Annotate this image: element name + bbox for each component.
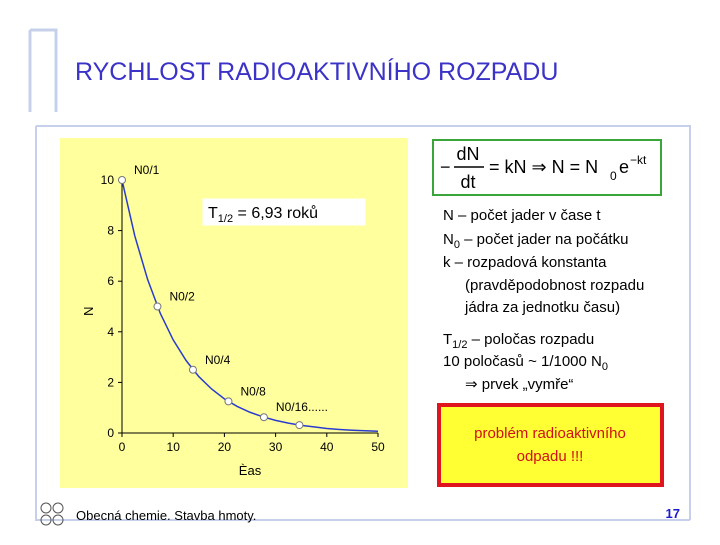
text-block: N – počet jader v čase tN0 – počet jader… (443, 207, 644, 393)
marker (153, 302, 162, 311)
y-tick-label: 4 (107, 325, 114, 339)
text-part: (pravděpodobnost rozpadu (465, 277, 644, 294)
text-part: k – rozpadová konstanta (443, 254, 607, 271)
chart: 0 2 4 6 8 10 0 10 20 30 40 50 Èas N N0/1 N0/2 N0/4 N0/8 N0… (81, 163, 385, 478)
y-tick-label: 10 (101, 173, 115, 187)
logo (40, 502, 64, 526)
formula-mid: = kN ⇒ N = N (489, 157, 598, 177)
annotation: T1/2 = 6,93 roků (208, 204, 318, 225)
callout-text: odpadu !!! (517, 448, 584, 465)
y-tick-label: 2 (107, 375, 114, 389)
x-axis-label: Èas (239, 463, 262, 478)
text-line: k – rozpadová konstanta (443, 254, 607, 271)
text-line: jádra za jednotku času) (464, 299, 620, 316)
point-label: N0/2 (169, 290, 195, 304)
point-label: N0/16...... (276, 400, 328, 414)
footer: Obecná chemie. Stavba hmoty. (76, 508, 256, 523)
subscript: 1/2 (452, 339, 467, 351)
text-part: – počet jader na počátku (460, 231, 628, 248)
y-tick-label: 8 (107, 224, 114, 238)
annotation-text: = 6,93 roků (233, 204, 318, 222)
page-number: 17 (666, 506, 680, 521)
marker (259, 413, 268, 422)
point-label: N0/8 (240, 384, 266, 398)
slide-title: RYCHLOST RADIOAKTIVNÍHO ROZPADU (75, 57, 558, 86)
formula-exp: −kt (630, 153, 647, 167)
content-frame (35, 125, 691, 521)
curve (121, 179, 379, 432)
callout-text: problém radioaktivního (474, 425, 626, 442)
text-part: T (443, 331, 452, 348)
annotation-box (201, 197, 367, 227)
text-part: jádra za jednotku času) (464, 299, 620, 316)
point-label: N0/4 (205, 353, 231, 367)
x-tick-label: 20 (218, 440, 232, 454)
marker (118, 176, 126, 184)
marker (188, 365, 197, 374)
formula-num: dN (456, 144, 479, 164)
text-line: ⇒ prvek „vymře“ (465, 376, 573, 393)
subscript: 0 (454, 239, 460, 251)
point-label: N0/1 (134, 163, 160, 177)
x-tick-label: 10 (167, 440, 181, 454)
annotation-base: T (208, 205, 218, 222)
formula-minus: − (440, 157, 451, 177)
text-part: N (443, 231, 454, 248)
formula-sub: 0 (610, 169, 617, 183)
title-frame (28, 28, 58, 112)
marker (295, 421, 304, 430)
text-line: 10 poločasů ~ 1/1000 N0 (443, 353, 608, 373)
text-line: N – počet jader v čase t (443, 207, 601, 224)
subscript: 0 (602, 361, 608, 373)
formula-e: e (619, 157, 629, 177)
formula-den: dt (460, 172, 475, 192)
annotation-sub: 1/2 (218, 213, 233, 225)
text-line: N0 – počet jader na počátku (443, 231, 628, 251)
y-tick-label: 0 (107, 426, 114, 440)
text-line: (pravděpodobnost rozpadu (465, 277, 644, 294)
text-part: ⇒ prvek „vymře“ (465, 376, 573, 393)
x-tick-label: 0 (119, 440, 126, 454)
x-tick-label: 50 (371, 440, 385, 454)
text-part: N – počet jader v čase t (443, 207, 601, 224)
x-tick-label: 30 (269, 440, 283, 454)
marker (224, 397, 233, 406)
text-part: 10 poločasů ~ 1/1000 N (443, 353, 602, 370)
callout-box (437, 403, 664, 487)
formula: − dN dt = kN ⇒ N = N 0 e −kt (440, 144, 647, 192)
y-tick-label: 6 (107, 274, 114, 288)
y-axis-label: N (81, 307, 96, 316)
callout: problém radioaktivního odpadu !!! (474, 425, 626, 465)
text-line: T1/2 – poločas rozpadu (443, 331, 594, 351)
x-tick-label: 40 (320, 440, 334, 454)
text-part: – poločas rozpadu (467, 331, 594, 348)
